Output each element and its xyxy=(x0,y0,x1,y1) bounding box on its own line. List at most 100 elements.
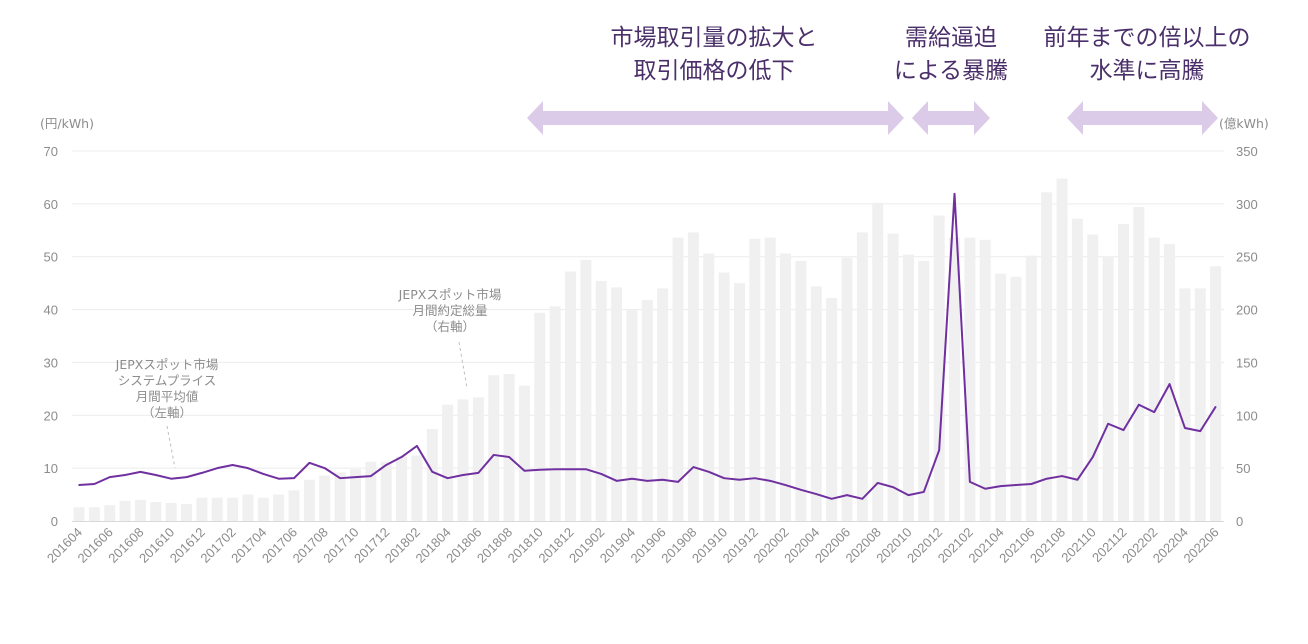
volume-bar xyxy=(826,297,838,521)
price-point xyxy=(323,467,326,469)
price-point xyxy=(754,477,756,479)
volume-bar xyxy=(134,499,146,521)
volume-bar xyxy=(780,253,792,522)
volume-bar xyxy=(488,375,500,521)
right-tick-label: 0 xyxy=(1236,514,1243,529)
volume-bar xyxy=(319,475,331,521)
price-point xyxy=(201,472,203,474)
price-point xyxy=(1030,483,1033,485)
labels: 0 10 20 30 40 50 60 70 0 50 100 150 200 250 300 350 (円/k… xyxy=(40,25,1269,566)
price-point xyxy=(969,481,971,483)
price-point xyxy=(984,487,987,490)
volume-bar xyxy=(288,490,300,521)
right-tick-label: 100 xyxy=(1236,408,1258,423)
price-point xyxy=(416,445,418,447)
bar-series-label: （右軸） xyxy=(425,319,475,334)
right-tick-label: 300 xyxy=(1236,197,1258,212)
price-point xyxy=(1122,429,1125,431)
volume-bar xyxy=(918,260,930,521)
volume-bar xyxy=(273,494,285,521)
left-axis-unit: (円/kWh) xyxy=(40,116,94,131)
volume-bar xyxy=(672,237,684,521)
price-point xyxy=(892,486,894,488)
period-arrow xyxy=(527,101,904,135)
price-point xyxy=(462,474,464,476)
price-point xyxy=(492,454,495,456)
volume-bar xyxy=(657,288,669,521)
price-point xyxy=(539,468,541,471)
left-tick-label: 50 xyxy=(44,250,58,265)
price-point xyxy=(1199,430,1202,432)
price-point xyxy=(1015,484,1017,486)
line-series xyxy=(78,192,1217,500)
price-point xyxy=(1184,427,1186,429)
period-heading: 取引価格の低下 xyxy=(634,58,795,84)
volume-bar xyxy=(1056,178,1068,521)
volume-bar xyxy=(1010,276,1022,521)
volume-bar xyxy=(1025,255,1037,521)
volume-bar xyxy=(1210,266,1222,521)
price-point xyxy=(1045,477,1048,480)
volume-bar xyxy=(518,385,530,521)
volume-bar xyxy=(1148,237,1160,521)
volume-bar xyxy=(457,399,469,521)
price-point xyxy=(370,475,372,477)
bar-series-label: JEPXスポット市場 xyxy=(398,287,502,302)
price-point xyxy=(815,493,818,495)
left-tick-label: 40 xyxy=(44,303,58,318)
volume-bar xyxy=(1071,218,1083,521)
volume-bar xyxy=(902,254,914,521)
price-point xyxy=(93,483,96,485)
volume-bar xyxy=(565,271,577,521)
volume-bar xyxy=(242,494,254,521)
left-tick-label: 70 xyxy=(44,144,58,159)
left-tick-label: 20 xyxy=(44,408,58,423)
volume-bar xyxy=(1041,192,1053,521)
right-axis-unit: (億kWh) xyxy=(1219,116,1269,131)
volume-bar xyxy=(349,469,361,521)
price-point xyxy=(861,498,864,500)
price-point xyxy=(738,478,741,481)
right-tick-label: 50 xyxy=(1236,461,1250,476)
volume-bar xyxy=(104,505,116,521)
volume-bar xyxy=(995,273,1007,521)
volume-bar xyxy=(257,497,269,521)
price-point xyxy=(1091,456,1094,458)
volume-bar xyxy=(580,259,592,521)
volume-bar xyxy=(119,500,131,521)
volume-bar xyxy=(1194,288,1206,521)
volume-bar xyxy=(703,253,715,522)
volume-bar xyxy=(764,237,776,521)
volume-bar xyxy=(595,281,607,521)
price-point xyxy=(1153,411,1155,413)
volume-bar xyxy=(949,237,961,521)
price-point xyxy=(646,480,649,482)
price-point xyxy=(938,449,940,451)
x-tick-label: 202108 xyxy=(1027,525,1068,566)
volume-bar xyxy=(549,306,561,521)
volume-bar xyxy=(872,202,884,522)
price-point xyxy=(707,471,710,473)
price-point xyxy=(846,494,848,496)
volume-bar xyxy=(795,260,807,521)
volume-bar xyxy=(749,238,761,521)
price-point xyxy=(554,468,556,471)
volume-bar xyxy=(411,455,423,521)
period-arrow xyxy=(1067,101,1218,135)
volume-bar xyxy=(626,309,638,521)
price-point xyxy=(139,471,142,473)
price-point xyxy=(293,477,295,479)
price-point xyxy=(1107,422,1109,425)
price-point xyxy=(385,464,388,466)
price-point xyxy=(1168,383,1171,385)
bar-label-leader xyxy=(458,341,468,389)
price-point xyxy=(631,477,633,480)
volume-bar xyxy=(426,429,438,521)
line-label-leader xyxy=(166,425,176,469)
x-tick-label: 202206 xyxy=(1180,525,1221,566)
price-point xyxy=(830,498,833,500)
price-point xyxy=(262,473,265,475)
price-point xyxy=(339,477,341,479)
price-point xyxy=(600,473,603,475)
